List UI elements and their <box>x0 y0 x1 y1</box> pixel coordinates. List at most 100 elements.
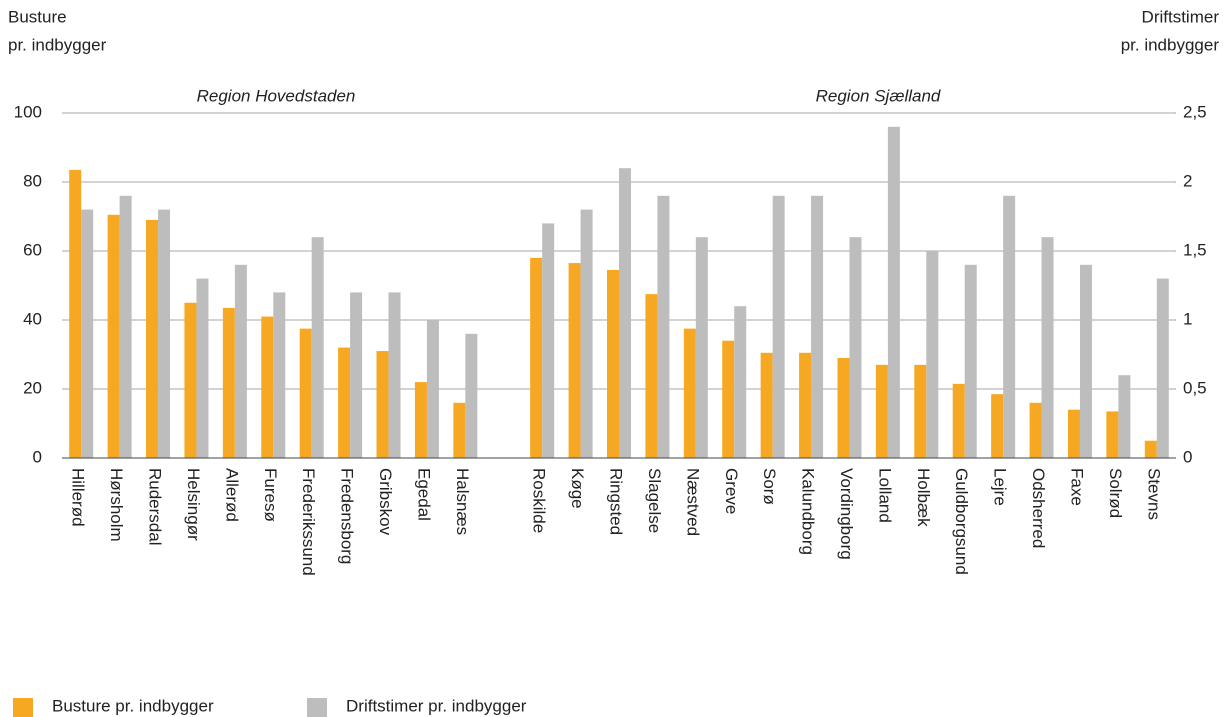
bar <box>414 382 427 458</box>
bar <box>453 402 466 458</box>
bar <box>926 251 939 458</box>
bar <box>619 168 631 458</box>
bar <box>222 307 235 458</box>
x-tick-label: Køge <box>568 468 587 509</box>
y-tick-label: 20 <box>23 378 42 397</box>
bar <box>695 237 708 458</box>
bar <box>350 292 363 458</box>
bar <box>426 320 439 458</box>
bar <box>1003 195 1016 459</box>
bar <box>607 269 619 458</box>
bar <box>158 209 171 458</box>
bar <box>1106 411 1119 458</box>
bar <box>837 357 850 458</box>
bar <box>645 294 658 458</box>
bar <box>952 383 965 458</box>
y2-axis-title: Driftstimer <box>1142 7 1220 26</box>
legend-label: Busture pr. indbygger <box>52 696 214 715</box>
bar <box>376 351 389 458</box>
x-tick-label: Rudersdal <box>146 468 165 546</box>
bar <box>683 328 696 458</box>
bar <box>1029 402 1042 458</box>
bar <box>657 195 670 459</box>
x-tick-label: Faxe <box>1067 468 1086 506</box>
bar <box>69 169 82 459</box>
bar <box>914 364 927 458</box>
x-tick-label: Vordingborg <box>837 468 856 560</box>
bar <box>991 394 1004 458</box>
x-tick-label: Ringsted <box>607 468 626 535</box>
y2-tick-label: 0,5 <box>1183 378 1207 397</box>
x-tick-label: Kalundborg <box>799 468 818 555</box>
bar <box>875 364 888 458</box>
x-tick-label: Næstved <box>683 468 702 536</box>
y-tick-label: 80 <box>23 171 42 190</box>
y-tick-label: 40 <box>23 309 42 328</box>
bar <box>811 195 824 459</box>
bar <box>1144 440 1157 458</box>
y-axis-title: pr. indbygger <box>8 35 107 54</box>
bar <box>530 257 543 458</box>
y2-tick-label: 1 <box>1183 309 1192 328</box>
bar <box>146 219 159 458</box>
bar <box>1079 264 1092 458</box>
x-tick-label: Frederikssund <box>299 468 318 576</box>
bar <box>580 209 593 458</box>
legend-label: Driftstimer pr. indbygger <box>346 696 527 715</box>
bar <box>772 195 785 459</box>
y2-tick-label: 2,5 <box>1183 102 1207 121</box>
y2-tick-label: 1,5 <box>1183 240 1207 259</box>
bar <box>107 214 120 458</box>
bar <box>184 302 197 458</box>
bar <box>1041 237 1054 458</box>
legend-swatch <box>13 698 33 717</box>
bar <box>734 306 747 458</box>
bar <box>311 237 324 458</box>
bar <box>1156 278 1169 458</box>
bar <box>388 292 401 458</box>
x-tick-label: Furesø <box>261 468 280 522</box>
x-tick-label: Guldborgsund <box>952 468 971 575</box>
bar <box>261 316 274 458</box>
bar <box>338 347 351 458</box>
x-tick-label: Fredensborg <box>338 468 357 564</box>
x-tick-label: Halsnæs <box>453 468 472 535</box>
annotation: Region Sjælland <box>816 86 941 105</box>
bar <box>465 333 478 458</box>
x-tick-label: Allerød <box>222 468 241 522</box>
bar <box>234 264 247 458</box>
bar <box>542 223 555 458</box>
x-tick-label: Helsingør <box>184 468 203 541</box>
bar <box>722 340 735 458</box>
y-tick-label: 0 <box>33 447 42 466</box>
x-tick-label: Hillerød <box>69 468 88 527</box>
annotation: Region Hovedstaden <box>197 86 356 105</box>
x-tick-label: Stevns <box>1144 468 1163 520</box>
x-tick-label: Egedal <box>414 468 433 521</box>
x-tick-label: Hørsholm <box>107 468 126 542</box>
bar <box>760 352 773 458</box>
y2-tick-label: 0 <box>1183 447 1192 466</box>
bar <box>196 278 209 458</box>
bar <box>799 352 812 458</box>
bar <box>81 209 94 458</box>
x-tick-label: Sorø <box>760 468 779 505</box>
y-tick-label: 60 <box>23 240 42 259</box>
x-tick-label: Greve <box>722 468 741 514</box>
legend-swatch <box>307 698 327 717</box>
y2-axis-title: pr. indbygger <box>1121 35 1220 54</box>
bar <box>1067 409 1080 458</box>
bar <box>964 264 977 458</box>
x-tick-label: Odsherred <box>1029 468 1048 548</box>
x-tick-label: Roskilde <box>530 468 549 533</box>
y-tick-label: 100 <box>14 102 42 121</box>
x-tick-label: Slagelse <box>645 468 664 533</box>
bar <box>849 237 862 458</box>
bar <box>887 126 900 459</box>
x-tick-label: Lolland <box>875 468 894 523</box>
bar <box>273 292 286 458</box>
bar <box>1118 375 1131 458</box>
bar <box>568 263 581 458</box>
y-axis-title: Busture <box>8 7 67 26</box>
